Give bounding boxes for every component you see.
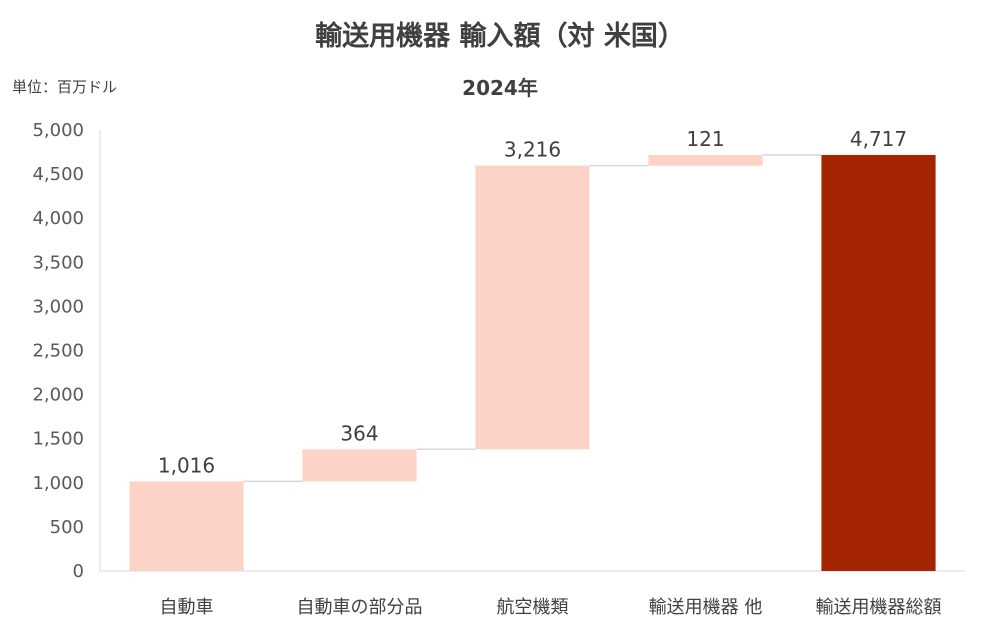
y-tick-label: 4,000 [32,208,84,229]
unit-label: 単位：百万ドル [12,78,118,96]
x-tick-label: 航空機類 [497,597,569,618]
x-tick-label: 輸送用機器総額 [816,597,942,618]
chart-title: 輸送用機器 輸入額（対 米国） [315,21,685,52]
data-label: 4,717 [850,127,907,151]
chart-subtitle: 2024年 [462,76,538,100]
bar [129,481,244,571]
y-tick-label: 3,000 [32,296,84,317]
y-tick-label: 4,500 [32,164,84,185]
data-label: 121 [686,127,724,151]
y-tick-label: 2,500 [32,341,84,362]
data-label: 364 [340,421,378,445]
y-tick-label: 1,000 [32,473,84,494]
y-tick-label: 3,500 [32,252,84,273]
y-tick-label: 1,500 [32,429,84,450]
bar [302,449,417,482]
x-tick-label: 自動車の部分品 [297,597,423,618]
x-tick-label: 自動車 [160,597,214,618]
data-label: 1,016 [158,453,215,477]
y-tick-label: 500 [50,517,84,538]
bar [475,165,590,450]
y-tick-label: 2,000 [32,385,84,406]
y-tick-label: 5,000 [32,120,84,141]
y-tick-label: 0 [73,561,84,582]
data-label: 3,216 [504,138,561,162]
bar [821,154,936,571]
bar [648,154,763,166]
x-tick-label: 輸送用機器 他 [649,597,763,618]
